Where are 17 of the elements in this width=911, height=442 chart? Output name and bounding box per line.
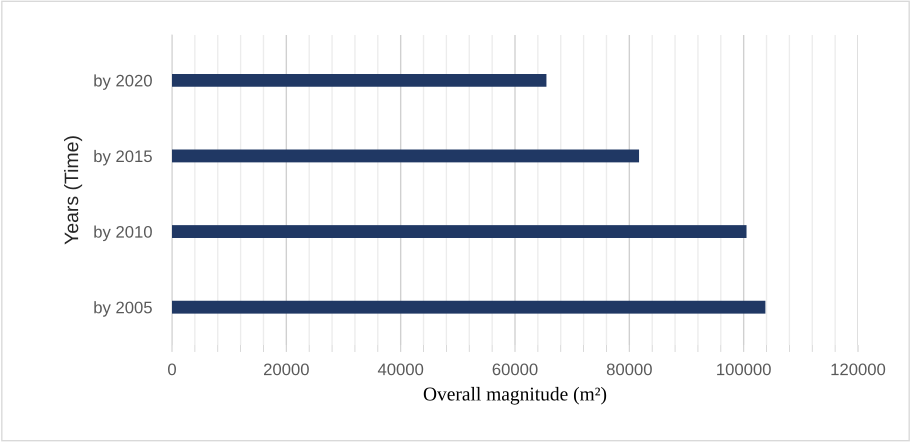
x-tick-label: 80000 <box>606 363 652 376</box>
x-tick-label: 100000 <box>717 363 771 376</box>
x-tick-label: 120000 <box>831 363 886 376</box>
bar <box>172 74 546 87</box>
bar <box>172 150 640 162</box>
y-tick-label: by 2010 <box>94 226 152 242</box>
y-tick-label: by 2005 <box>94 301 152 317</box>
x-axis-title: Overall magnitude (m²) <box>424 386 606 405</box>
x-tick-label: 40000 <box>378 363 424 376</box>
y-tick-label: by 2015 <box>94 150 152 166</box>
y-axis-title: Years (Time) <box>64 136 82 244</box>
bar <box>172 225 747 238</box>
x-tick-label: 60000 <box>492 363 538 376</box>
x-tick-label: 0 <box>168 363 176 376</box>
y-tick-label: by 2020 <box>94 74 152 90</box>
bar <box>172 300 766 314</box>
x-tick-label: 20000 <box>264 363 309 376</box>
